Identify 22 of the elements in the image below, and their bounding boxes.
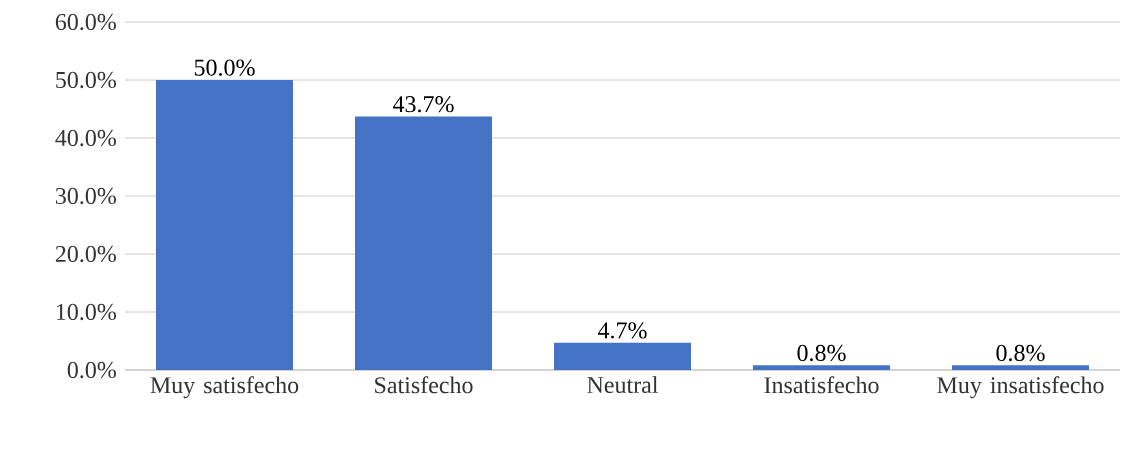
data-label: 50.0%: [194, 59, 255, 76]
data-label: 0.8%: [797, 344, 846, 362]
y-tick-label: 30.0%: [55, 187, 116, 205]
y-tick-label: 0.0%: [67, 361, 116, 379]
x-tick-label: Satisfecho: [375, 376, 473, 394]
y-tick-label: 60.0%: [55, 13, 116, 31]
x-tick-label: Muy satisfecho: [150, 376, 299, 399]
y-tick-label: 40.0%: [55, 129, 116, 147]
bar: [355, 116, 492, 370]
x-tick-label: Muy insatisfecho: [937, 376, 1104, 399]
bar: [753, 365, 891, 370]
bar: [952, 365, 1090, 370]
x-tick-label: Neutral: [587, 376, 659, 394]
y-tick-label: 50.0%: [56, 71, 116, 89]
data-label: 4.7%: [597, 322, 647, 339]
data-label: 43.7%: [392, 96, 454, 113]
bar: [554, 342, 691, 370]
x-tick-label: Insatisfecho: [764, 376, 879, 394]
y-tick-label: 20.0%: [55, 245, 116, 263]
y-tick-label: 10.0%: [56, 303, 116, 321]
bar: [156, 80, 293, 370]
data-label: 0.8%: [996, 344, 1045, 362]
